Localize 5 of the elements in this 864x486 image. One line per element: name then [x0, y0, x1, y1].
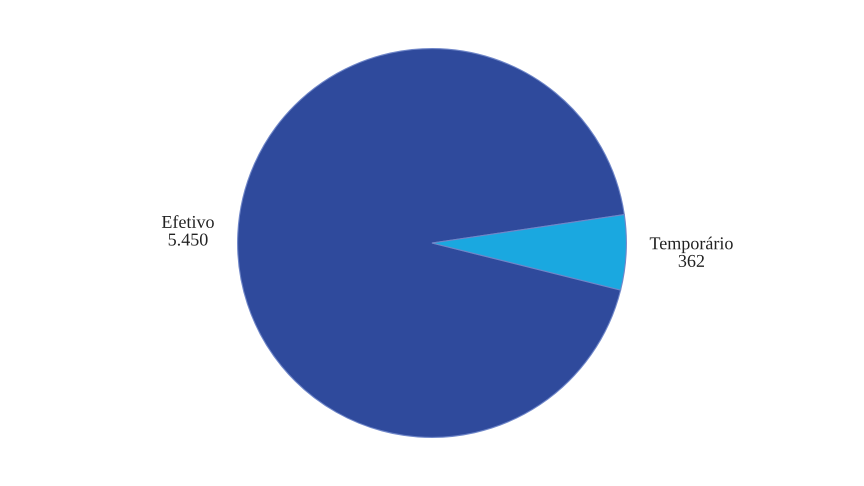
pie-slice: [237, 48, 625, 438]
data-label: 362: [678, 254, 704, 268]
slice-label: Temporário: [650, 236, 733, 254]
slice-label: Efetivo: [162, 215, 214, 228]
data-label: 5.450: [168, 233, 208, 246]
